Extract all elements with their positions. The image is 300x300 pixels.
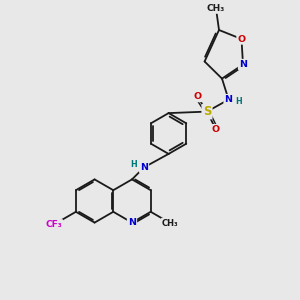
Text: N: N xyxy=(128,218,136,227)
Text: S: S xyxy=(203,105,211,118)
Text: H: H xyxy=(130,160,137,169)
Text: N: N xyxy=(225,95,232,104)
Text: O: O xyxy=(212,125,220,134)
Text: O: O xyxy=(193,92,202,101)
Text: N: N xyxy=(140,163,148,172)
Text: CF₃: CF₃ xyxy=(45,220,62,229)
Text: N: N xyxy=(239,60,247,69)
Text: CH₃: CH₃ xyxy=(207,4,225,13)
Text: H: H xyxy=(235,98,242,106)
Text: CH₃: CH₃ xyxy=(162,218,178,227)
Text: O: O xyxy=(237,34,246,43)
